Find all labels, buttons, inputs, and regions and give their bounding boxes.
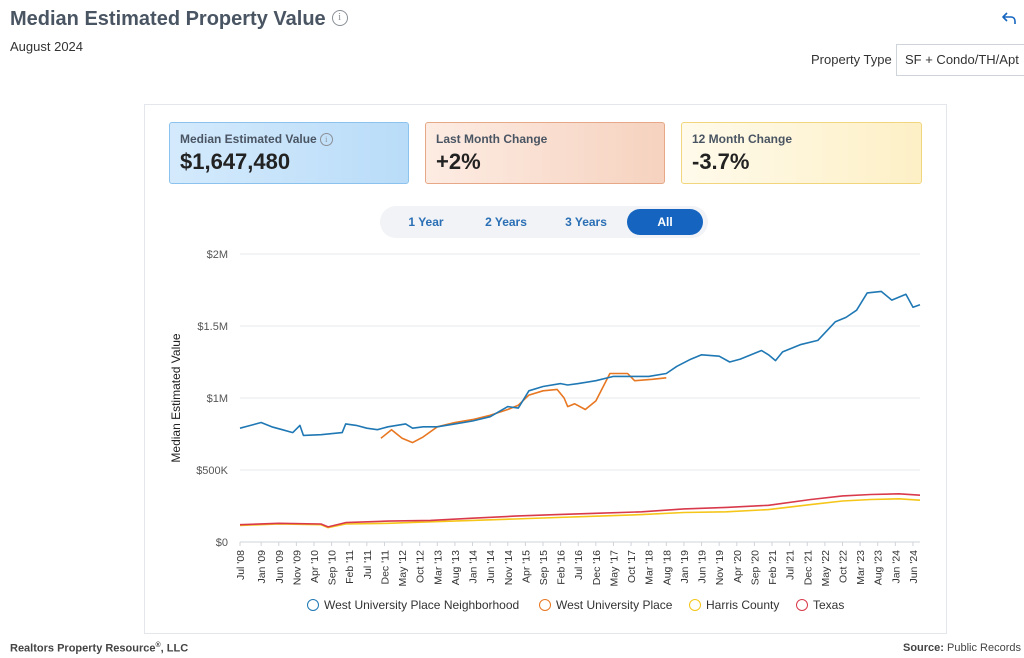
y-tick-label: $1M <box>207 393 228 405</box>
tab-3-years[interactable]: 3 Years <box>565 215 607 229</box>
x-tick-label: Nov '19 <box>714 550 726 585</box>
legend-item-harris[interactable]: Harris County <box>689 598 779 612</box>
x-tick-label: Jan '09 <box>256 550 268 584</box>
x-tick-label: Oct '17 <box>626 550 638 583</box>
x-tick-label: Jul '21 <box>785 550 797 580</box>
footer-source: Source: Public Records <box>903 642 1021 654</box>
time-range-tabs: 1 Year 2 Years 3 Years All <box>380 206 708 238</box>
line-chart: $0 $500K $1M $1.5M $2M Median Estimated Value… <box>169 249 921 587</box>
legend-marker <box>689 598 701 611</box>
tab-all[interactable]: All <box>627 209 703 235</box>
last-month-change-card: Last Month Change +2% <box>425 122 665 184</box>
x-tick-label: May '12 <box>397 550 409 587</box>
company-name: Realtors Property Resource <box>10 642 156 655</box>
legend-item-texas[interactable]: Texas <box>796 598 844 612</box>
x-tick-label: Feb '16 <box>556 550 568 585</box>
x-tick-label: Sep '10 <box>327 550 339 585</box>
info-icon[interactable]: i <box>319 133 333 147</box>
legend-label: Texas <box>813 598 845 612</box>
x-tick-label: Mar '23 <box>855 550 867 585</box>
x-tick-label: Feb '11 <box>344 550 356 584</box>
y-tick-label: $1.5M <box>197 321 228 333</box>
property-type-select[interactable]: SF + Condo/TH/Apt <box>896 44 1024 76</box>
x-tick-label: Feb '21 <box>767 550 779 585</box>
x-tick-label: Oct '12 <box>415 550 427 583</box>
last-month-change-value: +2% <box>436 149 481 174</box>
page-title: Median Estimated Property Value i <box>10 8 348 31</box>
source-label: Source: <box>902 642 944 654</box>
tab-1-year[interactable]: 1 Year <box>408 215 444 229</box>
x-tick-label: Sep '15 <box>538 550 550 585</box>
x-tick-label: Aug '23 <box>873 550 885 585</box>
legend-marker <box>539 598 551 611</box>
x-tick-label: Dec '21 <box>802 550 814 585</box>
last-month-change-label: Last Month Change <box>436 132 548 146</box>
x-tick-label: Nov '14 <box>503 550 515 585</box>
x-tick-label: Oct '22 <box>837 550 849 583</box>
legend-label: Harris County <box>706 598 780 612</box>
company-suffix: , LLC <box>160 642 189 655</box>
x-tick-label: Jan '24 <box>890 550 902 584</box>
y-tick-label: $500K <box>196 465 228 477</box>
y-tick-label: $2M <box>207 249 228 261</box>
x-tick-label: Apr '20 <box>732 550 744 583</box>
legend-item-wup[interactable]: West University Place <box>539 598 672 612</box>
card-label: Median Estimated Value i <box>180 132 398 147</box>
x-tick-label: Apr '15 <box>520 550 532 583</box>
x-tick-label: Dec '16 <box>591 550 603 585</box>
page-subtitle: August 2024 <box>10 39 84 54</box>
registered-mark: ® <box>155 642 161 649</box>
legend-label: West University Place <box>556 598 673 612</box>
x-tick-label: Jun '14 <box>485 550 497 584</box>
title-text: Median Estimated Property Value <box>10 8 326 30</box>
chart-legend: West University Place Neighborhood West … <box>0 598 1024 616</box>
x-tick-label: Jul '11 <box>362 550 374 579</box>
median-value-card: Median Estimated Value i $1,647,480 <box>169 122 409 184</box>
legend-item-neighborhood[interactable]: West University Place Neighborhood <box>307 598 519 612</box>
twelve-month-change-card: 12 Month Change -3.7% <box>681 122 922 184</box>
x-tick-label: Jun '19 <box>697 550 709 584</box>
line-neighborhood <box>239 290 921 437</box>
share-icon[interactable] <box>1001 10 1017 26</box>
median-value: $1,647,480 <box>180 149 291 175</box>
median-value-label: Median Estimated Value <box>180 132 317 146</box>
x-tick-label: Jan '14 <box>468 550 480 584</box>
x-tick-label: Jul '08 <box>235 550 247 580</box>
property-type-label: Property Type <box>811 52 892 67</box>
x-tick-label: Aug '13 <box>450 550 462 585</box>
x-tick-label: May '22 <box>820 550 832 587</box>
x-tick-label: Jul '16 <box>573 550 585 580</box>
x-tick-label: May '17 <box>608 550 620 587</box>
x-tick-label: Apr '10 <box>309 550 321 583</box>
line-west-university-place <box>380 372 667 444</box>
legend-marker <box>796 598 808 611</box>
x-tick-label: Jan '19 <box>679 550 691 584</box>
info-icon[interactable]: i <box>331 9 348 26</box>
x-tick-label: Jun '24 <box>908 550 920 584</box>
y-tick-label: $0 <box>216 537 228 549</box>
x-tick-label: Sep '20 <box>749 550 761 585</box>
y-axis-title: Median Estimated Value <box>169 333 183 463</box>
x-tick-label: Mar '13 <box>432 550 444 585</box>
x-tick-label: Mar '18 <box>644 550 656 585</box>
tab-2-years[interactable]: 2 Years <box>485 215 527 229</box>
twelve-month-change-value: -3.7% <box>692 149 750 174</box>
twelve-month-change-label: 12 Month Change <box>692 132 793 146</box>
x-tick-label: Dec '11 <box>379 550 391 585</box>
x-tick-label: Jun '09 <box>274 550 286 584</box>
legend-marker <box>307 598 319 611</box>
x-tick-label: Aug '18 <box>661 550 673 585</box>
x-tick-label: Nov '09 <box>291 550 303 585</box>
source-value: Public Records <box>947 642 1021 654</box>
legend-label: West University Place Neighborhood <box>324 598 520 612</box>
line-texas <box>239 493 921 528</box>
footer-company: Realtors Property Resource®, LLC <box>10 642 188 655</box>
chart-panel <box>144 104 947 634</box>
